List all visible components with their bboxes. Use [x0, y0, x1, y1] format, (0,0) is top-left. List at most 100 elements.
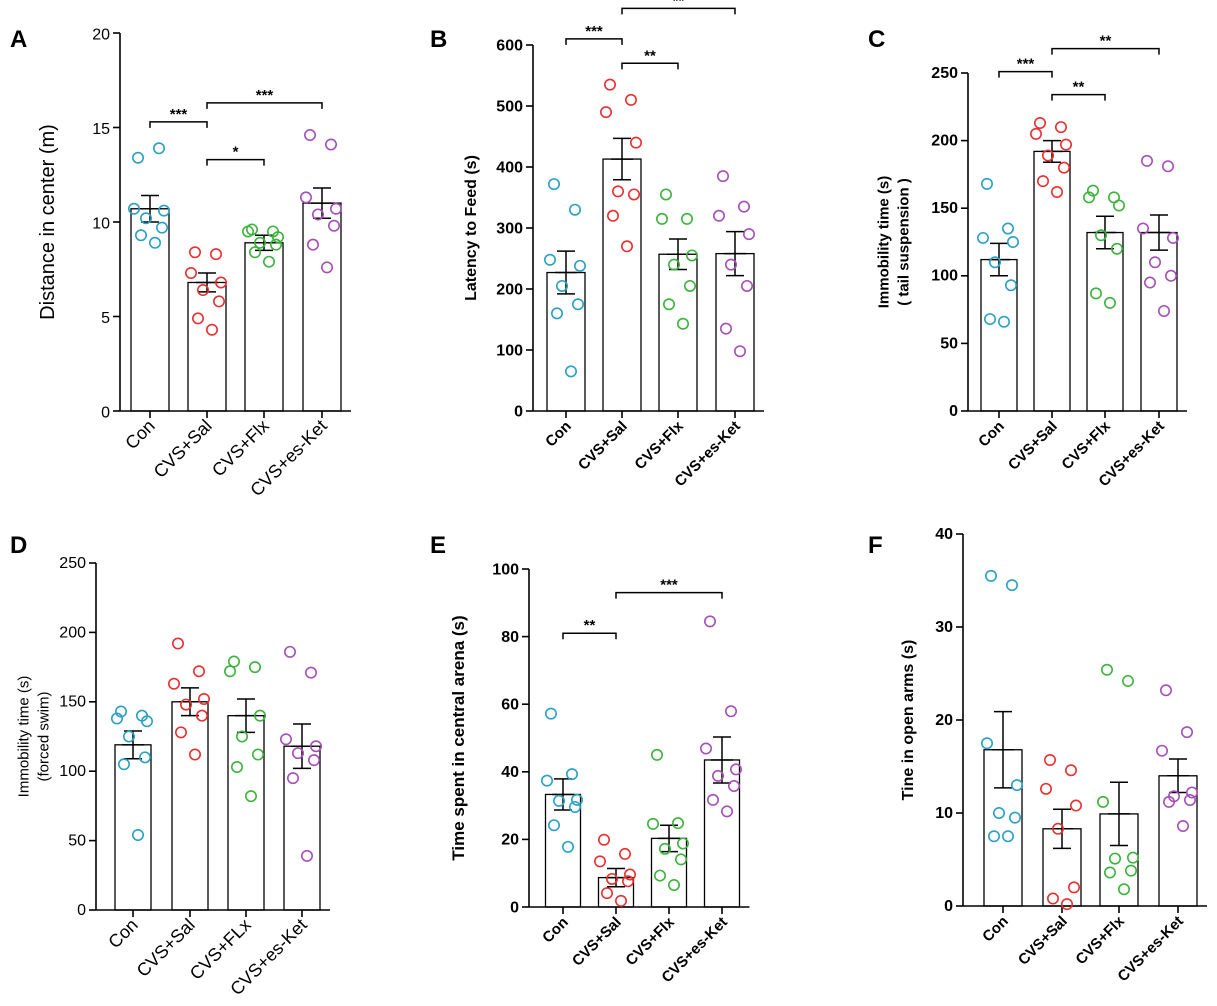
y-axis-label-secondary: ( tail suspension ): [896, 178, 913, 306]
data-point: [976, 231, 989, 244]
data-point: [980, 177, 993, 190]
significance-label: **: [644, 47, 656, 64]
data-point: [1122, 674, 1135, 687]
data-point: [153, 142, 166, 155]
panel-label: F: [868, 532, 883, 559]
error-bar: [555, 250, 577, 295]
data-point: [262, 255, 275, 268]
data-point: [568, 800, 581, 813]
data-point: [568, 203, 581, 216]
data-point: [629, 136, 642, 149]
y-tick-label: 10: [935, 805, 953, 822]
data-point: [324, 138, 337, 151]
significance-label: **: [1073, 79, 1085, 96]
y-tick-label: 150: [931, 200, 958, 217]
data-point: [611, 185, 624, 198]
error-bar: [1148, 214, 1170, 251]
data-point: [561, 840, 574, 853]
data-point: [299, 191, 312, 204]
x-tick-label: CVS+Flx: [622, 913, 678, 969]
bar: [283, 745, 321, 911]
data-point: [742, 228, 755, 241]
data-point: [547, 819, 560, 832]
data-point: [1127, 851, 1140, 864]
data-point: [1177, 820, 1190, 833]
data-point: [141, 715, 154, 728]
data-point: [624, 93, 637, 106]
bar: [302, 202, 342, 412]
x-tick-label: Con: [975, 418, 1008, 451]
data-point: [1065, 764, 1078, 777]
data-point: [189, 246, 202, 259]
data-point: [1006, 236, 1019, 249]
data-point: [309, 740, 322, 753]
data-point: [1149, 256, 1162, 269]
data-point: [206, 323, 219, 336]
data-point: [1111, 242, 1124, 255]
data-point: [300, 849, 313, 862]
x-tick-label: Con: [121, 416, 158, 453]
data-point: [1144, 276, 1157, 289]
data-point: [158, 204, 171, 217]
data-point: [1118, 883, 1131, 896]
x-tick-label: Con: [542, 418, 575, 451]
error-bar: [605, 867, 627, 888]
y-tick-label: 0: [101, 404, 110, 421]
x-tick-label: CVS+Flx: [1058, 417, 1114, 473]
data-point: [674, 853, 687, 866]
data-point: [564, 365, 577, 378]
data-point: [667, 879, 680, 892]
y-tick-label: 5: [101, 310, 110, 327]
data-point: [210, 248, 223, 261]
y-tick-label: 80: [501, 629, 519, 646]
data-point: [727, 779, 740, 792]
significance-bracket: [621, 7, 736, 15]
data-point: [671, 817, 684, 830]
data-point: [737, 200, 750, 213]
y-tick-label: 250: [931, 65, 958, 82]
data-point: [719, 322, 732, 335]
significance-bracket: [206, 158, 265, 166]
y-tick-label: 100: [931, 268, 958, 285]
y-tick-label: 100: [492, 561, 519, 578]
error-bar: [196, 272, 218, 293]
data-point: [627, 188, 640, 201]
data-point: [231, 761, 244, 774]
error-bar: [667, 238, 689, 271]
data-point: [1095, 229, 1108, 242]
y-tick-label: 250: [59, 555, 86, 572]
y-tick-label: 50: [940, 335, 958, 352]
y-tick-label: 100: [496, 342, 523, 359]
data-point: [1101, 663, 1114, 676]
data-point: [1051, 185, 1064, 198]
data-point: [987, 830, 1000, 843]
y-tick-label: 200: [59, 624, 86, 641]
data-point: [245, 790, 258, 803]
error-bar: [139, 194, 161, 223]
significance-bracket: [149, 121, 208, 128]
data-point: [168, 677, 181, 690]
data-point: [303, 129, 316, 142]
data-point: [196, 709, 209, 722]
data-point: [620, 240, 633, 253]
data-point: [311, 208, 324, 221]
data-point: [570, 793, 583, 806]
data-point: [185, 267, 198, 280]
panel-label: B: [430, 26, 447, 53]
data-point: [662, 298, 675, 311]
data-point: [329, 202, 342, 215]
data-point: [180, 698, 193, 711]
bar: [171, 701, 209, 911]
data-point: [254, 709, 267, 722]
y-tick-label: 600: [496, 37, 523, 54]
error-bar: [711, 736, 733, 784]
y-tick-label: 10: [92, 215, 110, 232]
data-point: [1141, 154, 1154, 167]
x-tick-label: CVS+Sal: [575, 418, 631, 474]
y-axis-label: Immobility time (s): [876, 176, 893, 309]
panel-C: C 0 50 100 150 200 250 Immobility time (s)( tai…: [868, 26, 1187, 490]
x-tick-label: CVS+Flx: [631, 417, 687, 473]
data-point: [706, 793, 719, 806]
panel-label: D: [10, 532, 27, 559]
data-point: [132, 829, 145, 842]
